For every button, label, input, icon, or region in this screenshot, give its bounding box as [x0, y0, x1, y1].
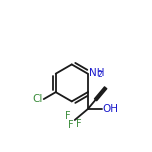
Text: F: F	[65, 111, 71, 121]
Text: Cl: Cl	[33, 94, 43, 104]
Text: F: F	[68, 120, 74, 130]
Text: NH: NH	[89, 68, 105, 78]
Text: OH: OH	[102, 104, 118, 114]
Text: F: F	[76, 119, 81, 129]
Text: 2: 2	[97, 70, 102, 79]
